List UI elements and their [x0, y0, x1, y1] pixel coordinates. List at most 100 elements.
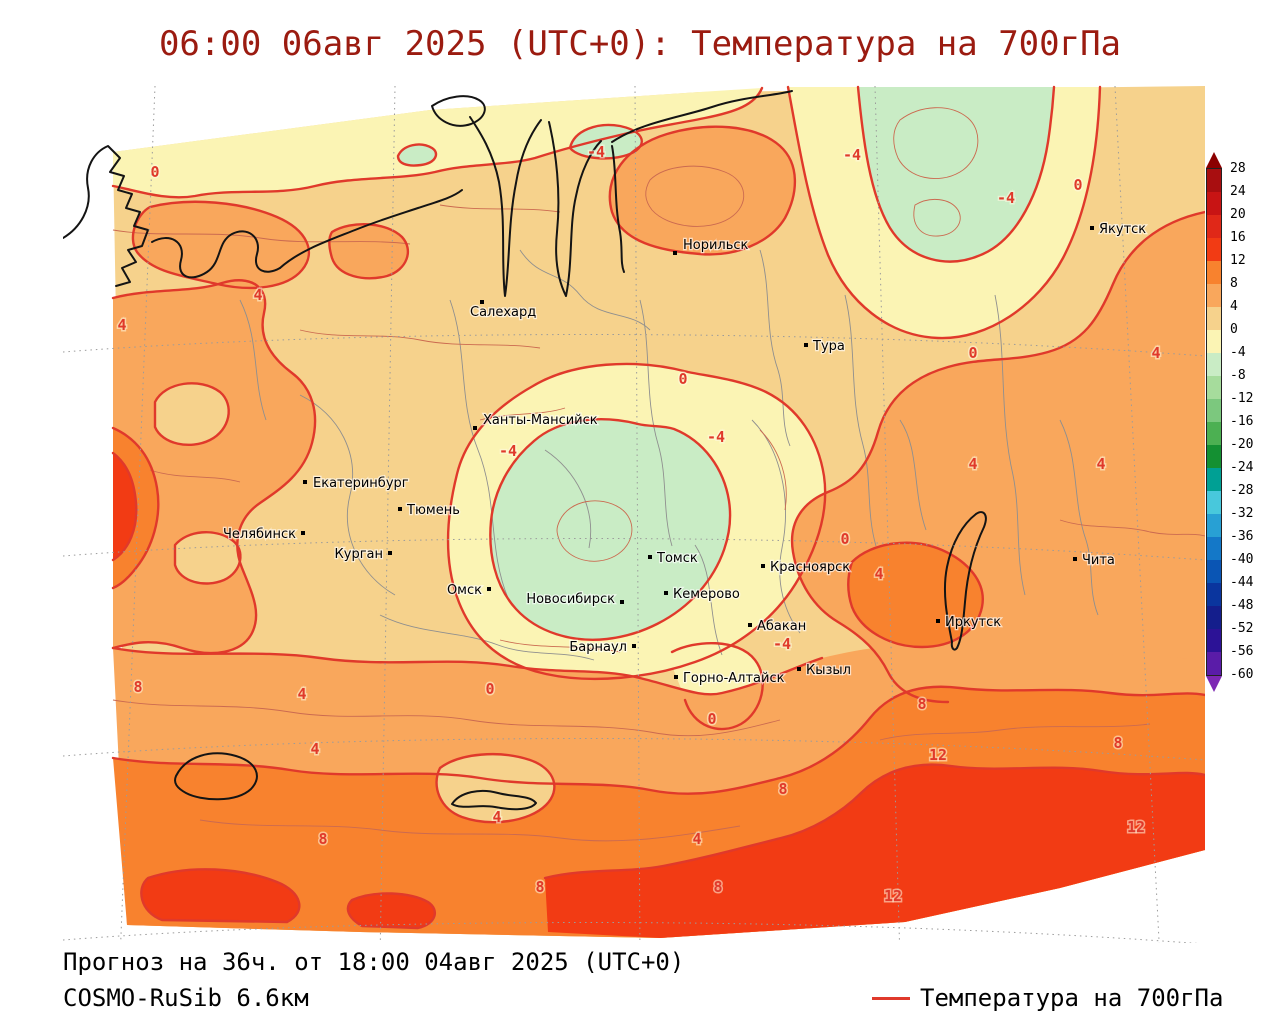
colorbar-labels: 28 24 20 16 12 8 4 0 -4 -8 -12 -16 -20 -24 -28 -32 -36 -4… [1230, 162, 1274, 682]
colorbar-cell [1207, 606, 1221, 629]
colorbar-label: 0 [1230, 322, 1238, 337]
contour-label: -4 [707, 428, 725, 446]
colorbar-cell [1207, 560, 1221, 583]
colorbar-cell [1207, 445, 1221, 468]
colorbar-cell [1207, 468, 1221, 491]
colorbar-label: -36 [1230, 529, 1254, 544]
colorbar-label: 4 [1230, 299, 1238, 314]
contour-label: 0 [968, 344, 977, 362]
city-label: Курган [335, 547, 383, 562]
city-marker [620, 600, 624, 604]
colorbar-cell [1207, 192, 1221, 215]
city-marker [487, 587, 491, 591]
colorbar-cell [1207, 353, 1221, 376]
city-marker [761, 564, 765, 568]
contour-label: 4 [968, 455, 977, 473]
colorbar-label: -4 [1230, 345, 1246, 360]
city-marker [797, 667, 801, 671]
contour-label: 8 [1113, 734, 1122, 752]
contour-label: 12 [929, 746, 947, 764]
contour-label: 4 [253, 286, 262, 304]
city-markers: Норильск Салехард Тура Якутск Ханты-Мансийск… [222, 221, 1148, 688]
colorbar-cell [1207, 284, 1221, 307]
city-label: Горно-Алтайск [683, 671, 785, 686]
colorbar: 28 24 20 16 12 8 4 0 -4 -8 -12 -16 -20 -24 -28 -32 -36 -4… [1206, 152, 1253, 692]
contour-label: 8 [917, 695, 926, 713]
contour-label: -4 [773, 635, 791, 653]
city-marker [632, 644, 636, 648]
colorbar-cell [1207, 399, 1221, 422]
city-marker [674, 675, 678, 679]
colorbar-cell [1207, 537, 1221, 560]
contour-label: -4 [499, 442, 517, 460]
contour-label: 12 [884, 887, 902, 905]
city-marker [648, 555, 652, 559]
colorbar-arrow-bottom [1206, 676, 1222, 692]
colorbar-cell [1207, 330, 1221, 353]
contour-label: 4 [310, 740, 319, 758]
colorbar-cell [1207, 629, 1221, 652]
city-label: Тюмень [406, 503, 460, 518]
city-label: Норильск [683, 238, 749, 253]
city-label: Абакан [757, 619, 806, 634]
city-label: Ханты-Мансийск [483, 413, 598, 428]
city-label: Кемерово [673, 587, 740, 602]
contour-label: -4 [843, 146, 861, 164]
city-marker [664, 591, 668, 595]
colorbar-label: -28 [1230, 483, 1254, 498]
colorbar-label: -48 [1230, 598, 1254, 613]
colorbar-cell [1207, 422, 1221, 445]
contour-label: 4 [692, 830, 701, 848]
contour-label: 0 [1073, 176, 1082, 194]
contour-label: 12 [1127, 818, 1145, 836]
colorbar-label: 8 [1230, 276, 1238, 291]
contour-label: 4 [117, 316, 126, 334]
colorbar-label: -12 [1230, 391, 1254, 406]
legend-label: Температура на 700гПа [920, 984, 1224, 1012]
contour-label: 8 [778, 780, 787, 798]
city-marker [804, 343, 808, 347]
contour-label: 4 [1151, 344, 1160, 362]
colorbar-label: -20 [1230, 437, 1254, 452]
colorbar-cell [1207, 238, 1221, 261]
city-marker [673, 251, 677, 255]
colorbar-cell [1207, 376, 1221, 399]
colorbar-cell [1207, 169, 1221, 192]
city-label: Омск [447, 583, 482, 598]
colorbar-cell [1207, 491, 1221, 514]
contour-label: 0 [678, 370, 687, 388]
colorbar-cell [1207, 514, 1221, 537]
city-label: Салехард [470, 305, 536, 320]
temperature-contours [111, 85, 1205, 930]
colorbar-label: -44 [1230, 575, 1254, 590]
contour-label: -4 [587, 143, 605, 161]
forecast-info: Прогноз на 36ч. от 18:00 04авг 2025 (UTC… [63, 948, 685, 976]
city-marker [303, 480, 307, 484]
city-label: Новосибирск [526, 592, 615, 607]
legend: Температура на 700гПа [872, 984, 1223, 1012]
contour-label: 0 [150, 163, 159, 181]
coastlines [63, 90, 987, 811]
contour-label: 8 [713, 878, 722, 896]
colorbar-cells [1206, 168, 1222, 676]
colorbar-label: -40 [1230, 552, 1254, 567]
city-label: Челябинск [223, 527, 296, 542]
legend-line-sample [872, 996, 910, 1000]
contour-label: 0 [840, 530, 849, 548]
city-label: Томск [656, 551, 698, 566]
city-label: Барнаул [569, 640, 627, 655]
colorbar-label: -8 [1230, 368, 1246, 383]
city-marker [1073, 557, 1077, 561]
colorbar-label: -24 [1230, 460, 1254, 475]
colorbar-label: 20 [1230, 207, 1246, 222]
colorbar-arrow-top [1206, 152, 1222, 168]
model-info: COSMO-RuSib 6.6км [63, 984, 309, 1012]
colorbar-label: 24 [1230, 184, 1246, 199]
city-marker [748, 623, 752, 627]
contour-label: -4 [997, 189, 1015, 207]
colorbar-cell [1207, 652, 1221, 675]
colorbar-cell [1207, 583, 1221, 606]
contour-label: 8 [318, 830, 327, 848]
colorbar-label: 12 [1230, 253, 1246, 268]
